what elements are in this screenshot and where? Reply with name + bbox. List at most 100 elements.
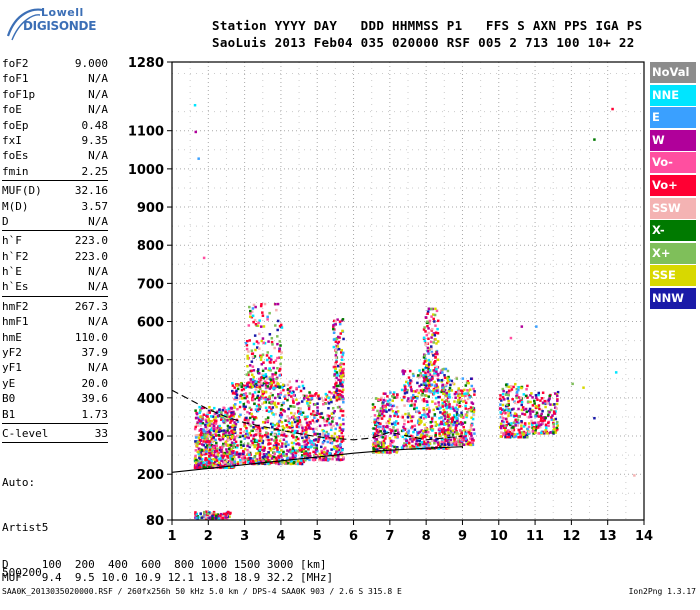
echo-point [443, 400, 446, 404]
echo-point [232, 456, 236, 459]
echo-point [275, 462, 278, 465]
echo-point [200, 451, 203, 454]
echo-point [400, 398, 404, 402]
echo-point [316, 409, 319, 413]
echo-point [311, 427, 315, 431]
echo-point [384, 408, 387, 412]
echo-point [423, 326, 426, 329]
echo-point [443, 412, 447, 416]
echo-point [222, 442, 225, 446]
echo-point [222, 454, 226, 458]
echo-point [415, 389, 419, 392]
echo-point [384, 435, 388, 438]
echo-point [282, 461, 286, 464]
echo-point [434, 366, 437, 370]
echo-point [387, 444, 390, 448]
echo-point [280, 445, 284, 448]
echo-point [425, 400, 429, 404]
echo-point [430, 329, 434, 332]
echo-point [339, 379, 343, 382]
echo-point [257, 341, 260, 345]
echo-point [207, 435, 211, 438]
echo-point [434, 307, 437, 311]
echo-point [212, 429, 216, 433]
echo-point [334, 354, 338, 357]
echo-point [443, 374, 446, 377]
echo-point [396, 422, 400, 425]
echo-point [252, 375, 255, 379]
echo-point [334, 383, 337, 386]
echo-point [272, 380, 275, 383]
echo-point [221, 516, 224, 520]
echo-point [552, 422, 555, 426]
echo-point [433, 439, 436, 442]
echo-point [211, 440, 215, 444]
echo-point [414, 437, 417, 440]
echo-point [218, 414, 222, 418]
echo-point [422, 336, 426, 340]
echo-point [273, 452, 276, 456]
echo-point [419, 421, 422, 425]
echo-point [273, 423, 277, 427]
echo-point [213, 444, 217, 448]
echo-point [336, 393, 339, 397]
echo-point [312, 430, 316, 434]
echo-point [229, 433, 232, 436]
echo-point [340, 383, 344, 386]
echo-point [534, 393, 538, 397]
echo-point [263, 401, 266, 404]
echo-point [532, 421, 535, 425]
echo-point [405, 447, 409, 450]
echo-point [248, 385, 252, 389]
echo-point [470, 384, 474, 388]
echo-point [380, 396, 383, 400]
echo-point [272, 444, 276, 448]
echo-point [339, 423, 342, 426]
echo-point [309, 441, 312, 444]
echo-point [280, 453, 283, 456]
echo-point [424, 382, 427, 385]
param-separator [2, 230, 108, 232]
echo-point [212, 516, 216, 520]
echo-point [420, 429, 423, 432]
echo-point [372, 448, 376, 451]
echo-point [334, 455, 337, 458]
echo-point [536, 426, 540, 429]
echo-point [291, 455, 295, 459]
echo-point [201, 443, 204, 446]
echo-point [460, 392, 464, 395]
echo-point [325, 395, 329, 399]
echo-point [450, 441, 453, 444]
echo-point [510, 432, 514, 436]
echo-point [445, 381, 449, 385]
y-tick-label: 200 [137, 468, 164, 483]
echo-point [499, 411, 502, 414]
echo-point [456, 400, 460, 404]
echo-point [441, 428, 444, 431]
echo-point [422, 398, 426, 401]
echo-point [263, 421, 267, 424]
echo-point [427, 444, 431, 447]
echo-point [300, 445, 304, 448]
legend-item: X- [650, 220, 696, 242]
echo-point [269, 379, 273, 383]
echo-point [328, 414, 331, 418]
echo-point [320, 396, 324, 400]
echo-point [450, 430, 453, 433]
echo-point [540, 408, 544, 412]
echo-point [285, 434, 288, 438]
echo-point [429, 436, 433, 440]
echo-point [535, 423, 538, 427]
echo-point [388, 398, 392, 402]
echo-point [405, 380, 408, 384]
echo-point [422, 435, 425, 439]
echo-point [296, 462, 300, 466]
echo-point [458, 440, 462, 443]
echo-point [215, 429, 218, 432]
echo-point [527, 409, 531, 413]
echo-point [252, 427, 256, 431]
echo-point [506, 435, 509, 439]
echo-point [379, 434, 383, 437]
echo-point [242, 405, 245, 408]
echo-point [427, 395, 430, 398]
